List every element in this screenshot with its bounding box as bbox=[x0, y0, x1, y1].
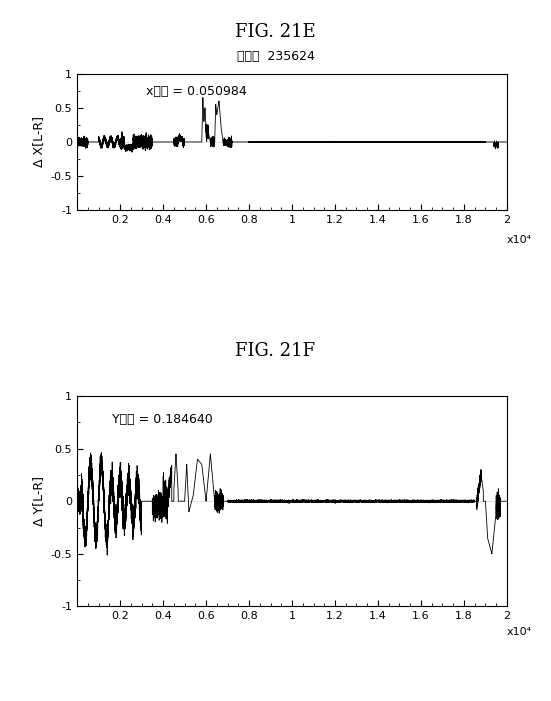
Text: FIG. 21F: FIG. 21F bbox=[235, 341, 316, 360]
Text: FIG. 21E: FIG. 21E bbox=[235, 22, 316, 41]
Text: x10⁴: x10⁴ bbox=[507, 235, 532, 245]
Text: x10⁴: x10⁴ bbox=[507, 627, 532, 637]
Y-axis label: Δ Y[L-R]: Δ Y[L-R] bbox=[32, 476, 45, 526]
Y-axis label: Δ X[L-R]: Δ X[L-R] bbox=[32, 116, 45, 168]
Text: 全分散  235624: 全分散 235624 bbox=[236, 50, 315, 62]
Text: Y分散 = 0.184640: Y分散 = 0.184640 bbox=[111, 413, 212, 426]
Text: x分散 = 0.050984: x分散 = 0.050984 bbox=[146, 85, 247, 97]
